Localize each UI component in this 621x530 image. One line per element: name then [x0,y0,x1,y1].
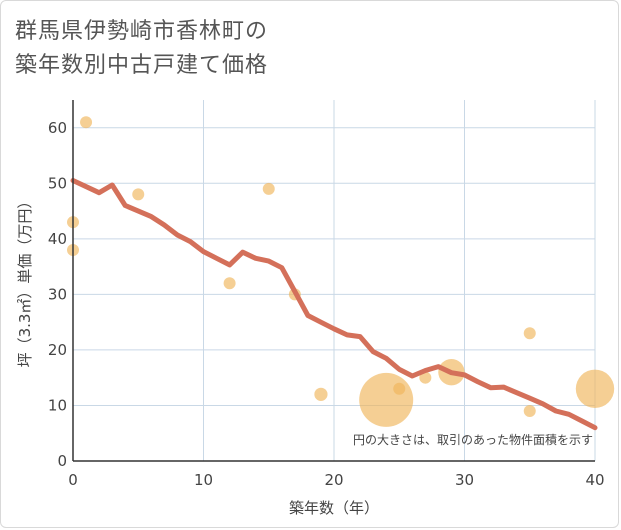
chart-title: 群馬県伊勢崎市香林町の 築年数別中古戸建て価格 [15,15,268,83]
x-tick-label: 10 [194,471,213,489]
scatter-point [359,372,414,427]
y-tick-label: 50 [48,174,67,192]
scatter-point [262,182,275,195]
scatter-point [419,371,432,384]
x-tick-label: 40 [585,471,604,489]
y-tick-label: 20 [48,341,67,359]
y-tick-label: 60 [48,119,67,137]
trend-line [70,178,598,431]
y-tick-label: 10 [48,396,67,414]
x-tick-label: 30 [455,471,474,489]
scatter-point [523,405,536,418]
scatter-point [575,369,615,408]
x-tick-label: 0 [68,471,78,489]
scatter-bubbles [67,116,615,427]
y-axis-label: 坪（3.3㎡）単価（万円） [16,194,34,368]
y-tick-label: 0 [57,452,67,470]
tick-labels: 0 10 20 30 40 50 60 0 10 20 30 40 [48,119,605,489]
y-tick-label: 30 [48,285,67,303]
bubble-size-note: 円の大きさは、取引のあった物件面積を示す [353,432,593,447]
chart-title-line-1: 群馬県伊勢崎市香林町の [15,19,269,44]
x-axis-label: 築年数（年） [289,499,379,517]
scatter-point [523,327,536,340]
trend-line-group [70,178,598,431]
scatter-point [393,382,406,395]
chart-title-line-2: 築年数別中古戸建て価格 [15,53,269,78]
scatter-point [80,116,93,129]
scatter-point [314,387,328,401]
scatter-point [132,188,145,201]
scatter-point [223,277,236,290]
axes [72,100,595,462]
y-tick-label: 40 [48,230,67,248]
x-tick-label: 20 [324,471,343,489]
grid-lines [73,100,596,461]
